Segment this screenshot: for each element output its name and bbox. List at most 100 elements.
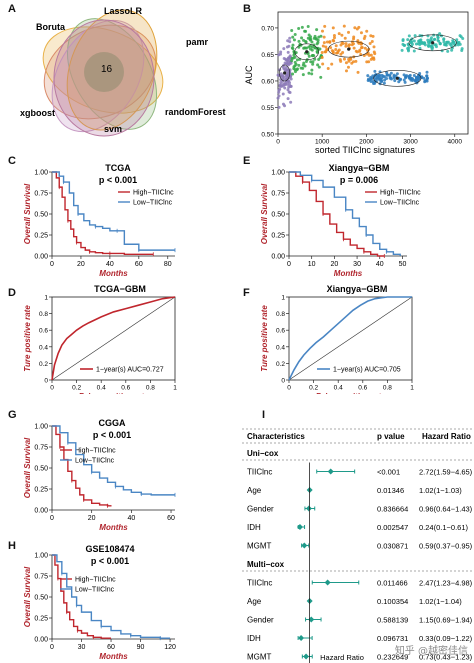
scatter-point bbox=[368, 41, 372, 45]
scatter-point bbox=[401, 38, 405, 42]
scatter-point bbox=[392, 76, 396, 80]
scatter-point bbox=[356, 70, 360, 74]
scatter-point bbox=[343, 36, 347, 40]
scatter-point bbox=[307, 54, 311, 58]
scatter-point bbox=[346, 65, 350, 69]
scatter-point bbox=[450, 48, 454, 52]
chart-title: TCGA bbox=[105, 163, 131, 173]
scatter-point bbox=[382, 81, 386, 85]
scatter-point bbox=[315, 50, 319, 54]
scatter-point bbox=[443, 43, 447, 47]
scatter-point bbox=[344, 69, 348, 73]
scatter-point bbox=[459, 35, 463, 39]
scatter-point bbox=[281, 92, 285, 96]
group-title: Uni−cox bbox=[247, 449, 279, 458]
x-tick-label: 0.4 bbox=[97, 385, 106, 392]
roc-chart-tcga: TCGA−GBM 0 0.2 0.4 0.6 0.8 1 0 0.2 0.4 0.6 0.8 1 Fal… bbox=[23, 284, 177, 394]
row-characteristic: TIIClnc bbox=[247, 468, 272, 477]
x-tick-label: 3000 bbox=[403, 139, 418, 146]
y-tick-label: 0.75 bbox=[34, 191, 48, 198]
scatter-point bbox=[313, 34, 317, 38]
scatter-point bbox=[285, 45, 289, 49]
scatter-point bbox=[442, 38, 446, 42]
x-tick-label: 0.8 bbox=[383, 385, 392, 392]
x-tick-label: 1 bbox=[410, 385, 414, 392]
x-tick-label: 30 bbox=[353, 261, 361, 268]
scatter-point bbox=[282, 47, 286, 51]
scatter-point bbox=[371, 79, 375, 83]
x-tick-label: 0.6 bbox=[358, 385, 367, 392]
row-hazard-ratio: 0.73(0.43−1.23) bbox=[419, 653, 473, 662]
y-tick-label: 0.75 bbox=[34, 574, 48, 581]
row-pvalue: <0.001 bbox=[377, 468, 400, 477]
scatter-point bbox=[375, 76, 379, 80]
scatter-point bbox=[426, 44, 430, 48]
y-tick-label: 0 bbox=[281, 378, 285, 385]
legend-label: High−TIIClnc bbox=[380, 190, 421, 197]
axis-title-y: Ture positive rate bbox=[260, 305, 269, 372]
scatter-series-3 bbox=[366, 69, 430, 86]
scatter-point bbox=[310, 54, 314, 58]
row-characteristic: MGMT bbox=[247, 542, 272, 551]
y-tick-label: 0.6 bbox=[39, 328, 48, 335]
scatter-point bbox=[286, 97, 290, 101]
row-hazard-ratio: 0.96(0.64−1.43) bbox=[419, 505, 473, 514]
x-tick-label: 40 bbox=[106, 261, 114, 268]
axis-title-y: Overall Survival bbox=[23, 437, 32, 498]
scatter-point bbox=[331, 26, 335, 30]
scatter-point bbox=[367, 77, 371, 81]
scatter-series-0 bbox=[276, 36, 293, 109]
venn-label-lassolr: LassoLR bbox=[104, 6, 143, 16]
scatter-point bbox=[315, 42, 319, 46]
km-chart-gse108474: GSE108474 p < 0.001 0 30 60 90 120 0.00 0.25 0.… bbox=[23, 544, 176, 661]
y-tick-label: 0.25 bbox=[271, 233, 285, 240]
scatter-point bbox=[419, 41, 423, 45]
row-pvalue: 0.588139 bbox=[377, 616, 408, 625]
x-tick-label: 80 bbox=[164, 261, 172, 268]
row-hazard-ratio: 1.02(1−1.03) bbox=[419, 486, 462, 495]
x-tick-label: 4000 bbox=[448, 139, 463, 146]
scatter-point bbox=[293, 55, 297, 59]
panel-label-e: E bbox=[243, 155, 251, 167]
row-characteristic: IDH bbox=[247, 523, 261, 532]
scatter-point bbox=[286, 78, 290, 82]
scatter-point bbox=[403, 80, 407, 84]
cluster-ellipse bbox=[408, 34, 457, 52]
scatter-point bbox=[372, 56, 376, 60]
scatter-point bbox=[311, 62, 315, 66]
scatter-point bbox=[456, 43, 460, 47]
scatter-point bbox=[303, 64, 307, 68]
y-tick-label: 0.50 bbox=[261, 132, 274, 139]
axis-title-y: Overall Survival bbox=[23, 183, 32, 244]
scatter-point bbox=[285, 75, 289, 79]
y-tick-label: 0.50 bbox=[271, 212, 285, 219]
scatter-point bbox=[285, 59, 289, 63]
scatter-point bbox=[354, 59, 358, 63]
scatter-point bbox=[360, 45, 364, 49]
scatter-point bbox=[325, 40, 329, 44]
scatter-point bbox=[316, 63, 320, 67]
scatter-point bbox=[417, 77, 421, 81]
scatter-point bbox=[429, 38, 433, 42]
scatter-point bbox=[330, 62, 334, 66]
y-tick-label: 0.60 bbox=[261, 78, 274, 85]
scatter-point bbox=[286, 50, 290, 54]
scatter-point bbox=[277, 90, 281, 94]
scatter-point bbox=[341, 51, 345, 55]
row-pvalue: 0.002547 bbox=[377, 523, 408, 532]
legend-label: 1−year(s) AUC=0.705 bbox=[333, 367, 401, 374]
axis-title-x: Months bbox=[99, 652, 128, 661]
scatter-point bbox=[320, 29, 324, 33]
km-curve-high bbox=[52, 554, 112, 639]
panel-label-a: A bbox=[8, 3, 16, 15]
scatter-point bbox=[289, 77, 293, 81]
y-tick-label: 0.2 bbox=[39, 361, 48, 368]
y-tick-label: 0.00 bbox=[34, 254, 48, 261]
panel-label-f: F bbox=[243, 287, 250, 299]
scatter-point bbox=[418, 46, 422, 50]
scatter-point bbox=[295, 68, 299, 72]
cluster-center bbox=[347, 47, 351, 51]
venn-set-ellipse bbox=[66, 18, 158, 130]
header-pvalue: p value bbox=[377, 432, 405, 441]
x-tick-label: 1 bbox=[173, 385, 177, 392]
